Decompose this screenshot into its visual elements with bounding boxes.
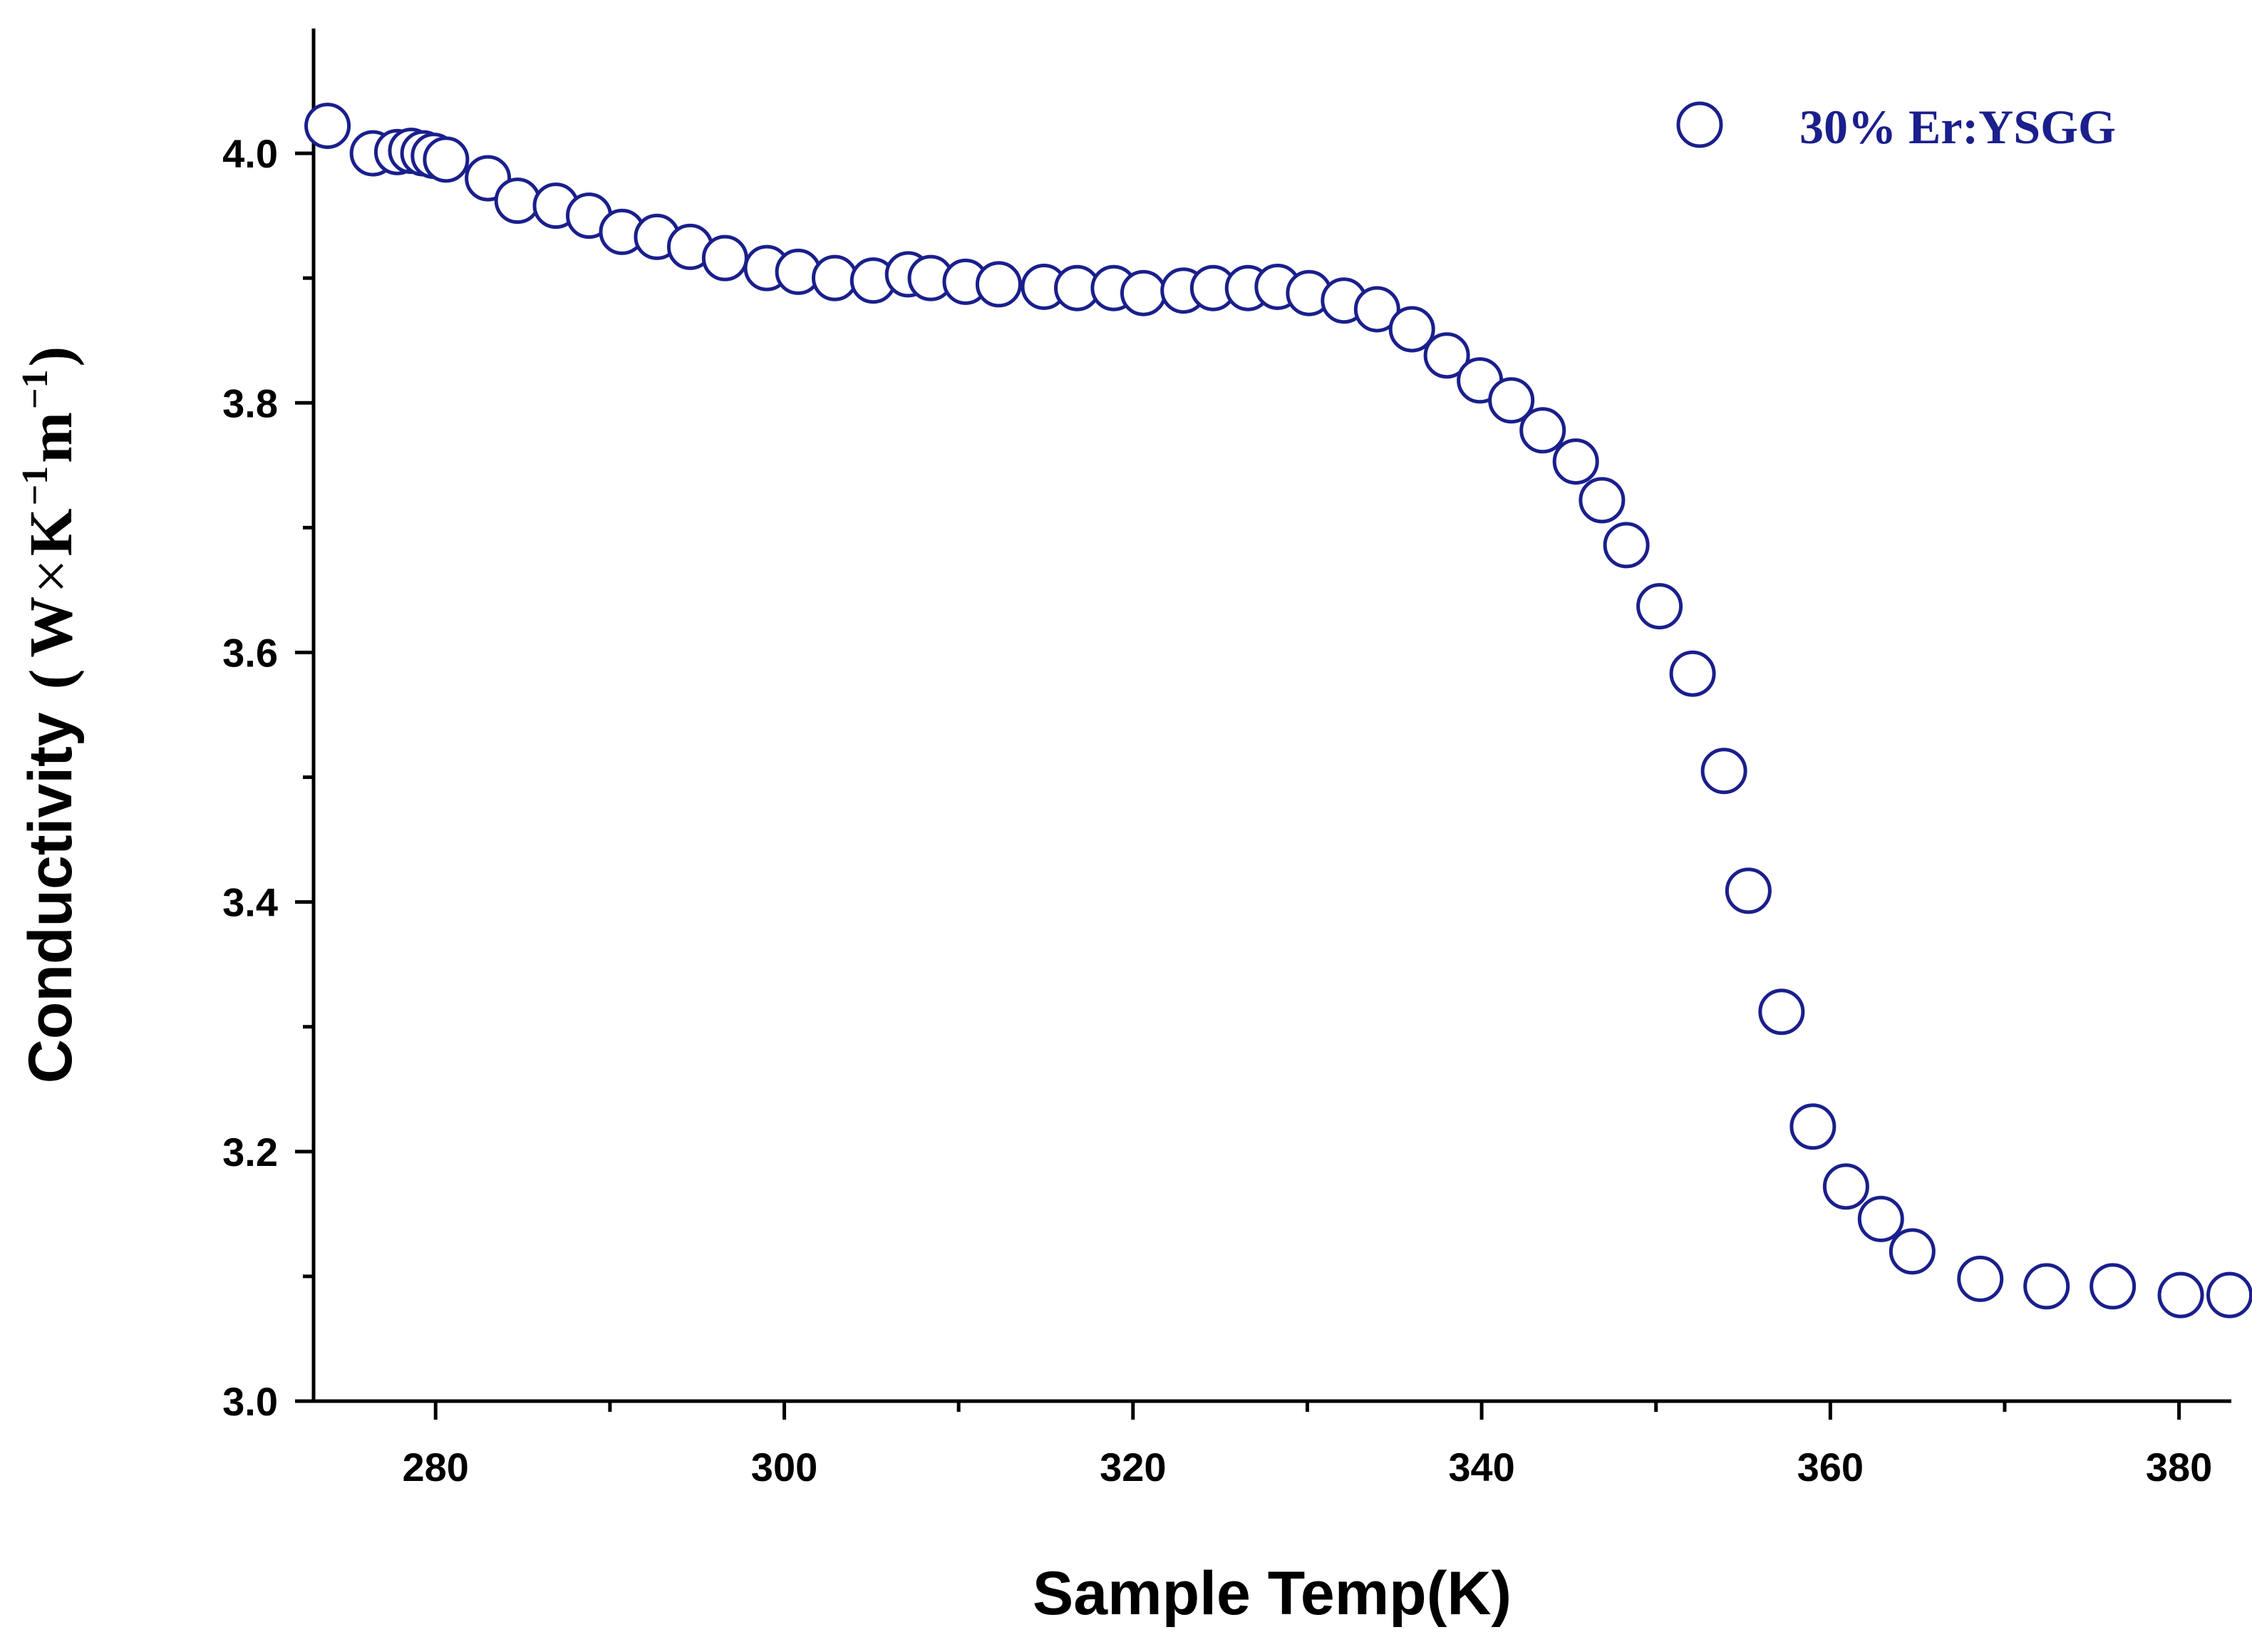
y-axis-title: Conductivity ( W × K −1 m −1 ) xyxy=(15,346,85,1083)
axis-ticks: 280 300 320 340 360 380 3.0 3.2 3.4 3.6 3.8 4.0 xyxy=(222,131,2212,1490)
data-point xyxy=(1857,1195,1904,1242)
data-point xyxy=(1822,1163,1869,1210)
data-point xyxy=(2157,1271,2204,1318)
y-tick-label-3.0: 3.0 xyxy=(222,1379,278,1424)
data-point xyxy=(1423,332,1470,379)
data-point xyxy=(1488,377,1535,424)
data-point xyxy=(975,261,1022,308)
y-axis-unit-k: K xyxy=(16,508,85,556)
data-point xyxy=(1636,583,1683,630)
x-tick-label-360: 360 xyxy=(1797,1445,1864,1490)
data-point xyxy=(1700,748,1747,795)
data-point xyxy=(1353,286,1400,333)
data-point xyxy=(1789,1103,1837,1150)
plot-frame xyxy=(311,29,2231,1403)
x-tick-label-280: 280 xyxy=(403,1445,469,1490)
y-tick-label-3.8: 3.8 xyxy=(222,381,278,425)
x-tick-label-320: 320 xyxy=(1100,1445,1166,1490)
data-point xyxy=(2206,1271,2252,1318)
y-tick-label-3.4: 3.4 xyxy=(222,880,278,925)
y-axis-unit-m: m xyxy=(16,412,85,463)
data-point xyxy=(1758,988,1805,1036)
y-tick-label-3.6: 3.6 xyxy=(222,630,278,675)
data-point xyxy=(701,234,748,282)
x-tick-label-300: 300 xyxy=(751,1445,817,1490)
y-axis-unit-close: ) xyxy=(16,346,85,367)
y-axis-unit-k-exp: −1 xyxy=(15,466,56,506)
data-point xyxy=(304,103,351,150)
data-point xyxy=(1519,407,1566,454)
data-point xyxy=(423,136,470,183)
data-point xyxy=(1725,867,1772,914)
data-point xyxy=(1889,1228,1936,1275)
data-points xyxy=(304,103,2252,1318)
y-axis-unit-times: × xyxy=(16,559,85,594)
data-point xyxy=(494,177,541,224)
y-tick-label-3.2: 3.2 xyxy=(222,1130,278,1175)
x-axis-title: Sample Temp(K) xyxy=(1033,1559,1512,1628)
x-tick-label-340: 340 xyxy=(1448,1445,1514,1490)
legend-marker-icon xyxy=(1676,101,1723,148)
data-point xyxy=(2023,1263,2070,1310)
data-point xyxy=(1957,1255,2004,1302)
svg-text:Conductivity ( W: Conductivity ( W × K −1 m −1 ) xyxy=(15,346,85,1083)
x-tick-label-380: 380 xyxy=(2146,1445,2212,1490)
y-axis-title-text: Conductivity xyxy=(16,712,85,1083)
legend-label: 30% Er:YSGG xyxy=(1799,100,2116,154)
data-point xyxy=(811,254,858,301)
data-point xyxy=(1120,269,1167,316)
data-point xyxy=(2090,1263,2137,1310)
y-axis-unit-w: W xyxy=(16,597,85,658)
data-point xyxy=(1552,438,1599,485)
y-axis-unit-m-exp: −1 xyxy=(15,369,56,409)
legend: 30% Er:YSGG xyxy=(1676,100,2116,154)
y-tick-label-4.0: 4.0 xyxy=(222,131,278,176)
data-point xyxy=(1603,522,1650,569)
data-point xyxy=(1669,650,1716,697)
y-axis-unit-open: ( xyxy=(16,669,85,690)
data-point xyxy=(1388,306,1435,353)
data-point xyxy=(1579,477,1626,524)
